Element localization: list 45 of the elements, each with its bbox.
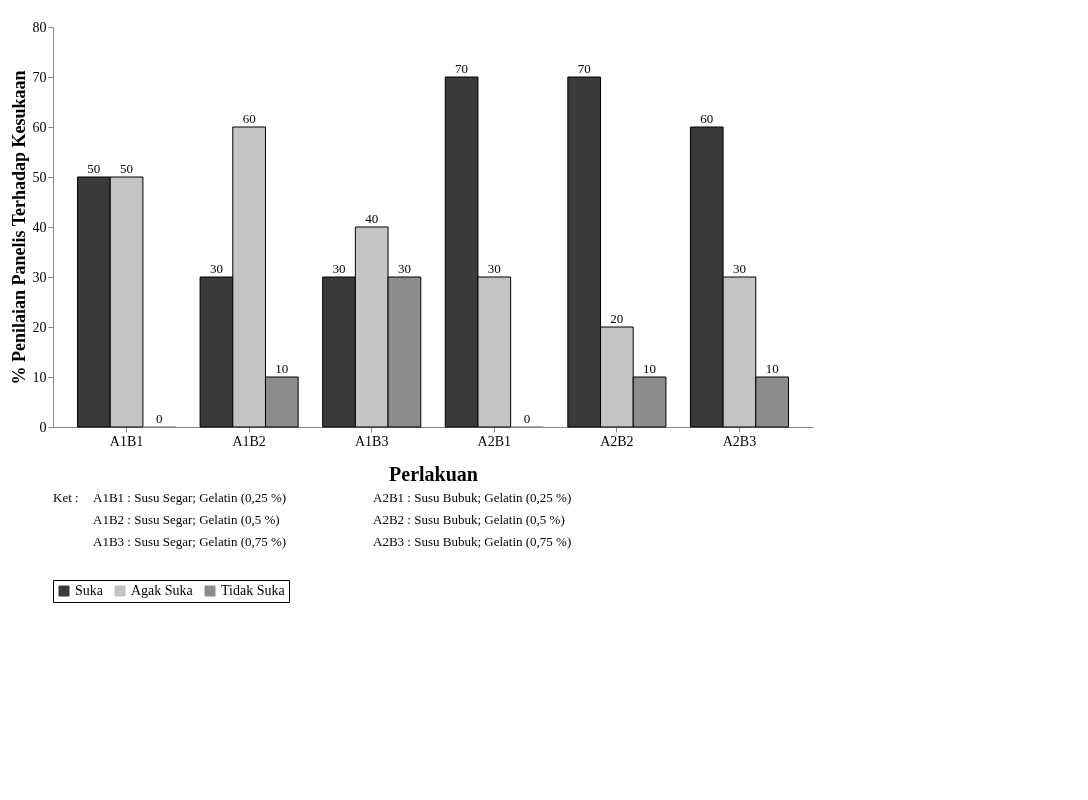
y-tick-label: 10 (32, 369, 47, 385)
data-label: 60 (242, 111, 256, 126)
x-axis-title: Perlakuan (389, 462, 478, 485)
x-tick-label: A1B1 (109, 433, 144, 449)
text: Ket : (53, 490, 79, 505)
data-label: 20 (610, 311, 624, 326)
data-label: 50 (87, 161, 101, 176)
y-tick-label: 70 (32, 69, 47, 85)
x-tick-label: A2B3 (722, 433, 757, 449)
data-label: 0 (155, 411, 163, 426)
data-label: 70 (455, 61, 469, 76)
data-label: 0 (523, 411, 531, 426)
legend-label: Tidak Suka (221, 583, 286, 598)
legend-label: Agak Suka (131, 583, 194, 598)
y-axis-title: % Penilaian Panelis Terhadap Kesukaan (8, 70, 29, 385)
data-label: 40 (365, 211, 379, 226)
data-label: 30 (732, 261, 746, 276)
data-label: 10 (643, 361, 657, 376)
text: A1B2 : Susu Segar; Gelatin (0,5 %) (93, 512, 280, 527)
data-label: 70 (577, 61, 591, 76)
data-label: 10 (275, 361, 289, 376)
x-tick-label: A1B2 (232, 433, 266, 449)
data-label: 60 (700, 111, 714, 126)
text: A1B3 : Susu Segar; Gelatin (0,75 %) (93, 534, 287, 549)
data-label: 30 (209, 261, 223, 276)
y-tick-label: 30 (32, 269, 47, 285)
y-tick-label: 50 (32, 169, 47, 185)
text: A2B3 : Susu Bubuk; Gelatin (0,75 %) (373, 534, 572, 549)
text: A2B2 : Susu Bubuk; Gelatin (0,5 %) (373, 512, 565, 527)
x-tick-label: A2B2 (600, 433, 634, 449)
x-tick-label: A1B3 (354, 433, 389, 449)
data-label: 50 (120, 161, 134, 176)
y-tick-label: 60 (32, 119, 47, 135)
data-label: 30 (397, 261, 411, 276)
y-tick-label: 0 (39, 419, 47, 435)
y-tick-label: 40 (32, 219, 47, 235)
data-label: 10 (765, 361, 779, 376)
text: A1B1 : Susu Segar; Gelatin (0,25 %) (93, 490, 287, 505)
y-tick-label: 80 (32, 19, 47, 35)
data-label: 30 (487, 261, 501, 276)
legend-label: Suka (75, 583, 104, 598)
text: A2B1 : Susu Bubuk; Gelatin (0,25 %) (373, 490, 572, 505)
data-label: 30 (332, 261, 346, 276)
y-tick-label: 20 (32, 319, 47, 335)
x-tick-label: A2B1 (477, 433, 512, 449)
